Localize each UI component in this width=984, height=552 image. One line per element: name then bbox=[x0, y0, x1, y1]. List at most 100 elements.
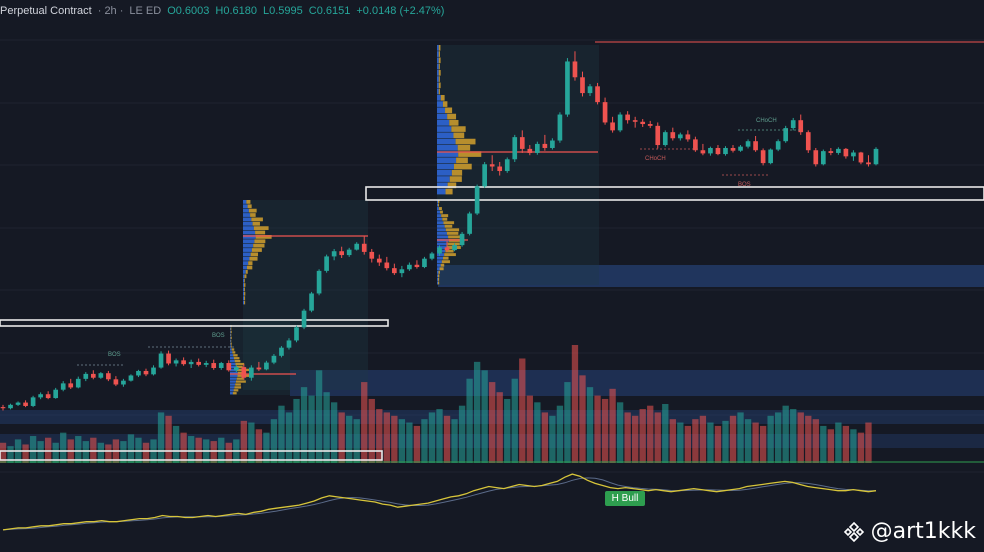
candle-body-114 bbox=[858, 152, 864, 163]
symbol-name[interactable]: Perpetual Contract bbox=[0, 5, 92, 17]
candle-body-52 bbox=[392, 268, 397, 274]
profile-1b-gold-15 bbox=[444, 253, 456, 257]
key-level-box-1 bbox=[365, 186, 984, 201]
candle-body-63 bbox=[474, 186, 480, 214]
profile-1b-gold-19 bbox=[439, 267, 444, 271]
volume-bar-74 bbox=[556, 405, 564, 463]
volume-bar-113 bbox=[850, 429, 857, 463]
interval-label[interactable]: · 2h · bbox=[97, 5, 124, 17]
profile-2-gold-11 bbox=[447, 113, 457, 120]
candle-body-108 bbox=[813, 150, 819, 165]
candle-body-23 bbox=[173, 360, 179, 364]
profile-2-gold-5 bbox=[438, 76, 440, 82]
volume-profiles bbox=[230, 45, 598, 395]
profile-1b-gold-16 bbox=[443, 256, 449, 260]
profile-2-blue-9 bbox=[437, 101, 443, 107]
candle-body-56 bbox=[422, 258, 427, 268]
candle-body-24 bbox=[181, 360, 186, 365]
profile-1b-blue-7 bbox=[437, 224, 445, 228]
candle-body-18 bbox=[136, 370, 141, 376]
watermark: @art1kkk bbox=[843, 519, 976, 544]
candle-body-103 bbox=[775, 141, 781, 150]
profile-3-blue-22 bbox=[230, 389, 234, 392]
volume-bar-22 bbox=[165, 415, 172, 463]
profile-1-blue-23 bbox=[243, 300, 245, 305]
volume-bar-39 bbox=[293, 398, 300, 463]
candle-body-33 bbox=[249, 367, 254, 378]
profile-2-blue-4 bbox=[437, 70, 439, 76]
candle-body-47 bbox=[354, 243, 360, 250]
candle-body-31 bbox=[233, 367, 239, 371]
low-value: L0.5995 bbox=[263, 5, 303, 17]
candle-body-26 bbox=[196, 361, 202, 365]
candle-body-30 bbox=[226, 363, 232, 371]
volume-bar-21 bbox=[157, 412, 165, 463]
candle-body-3 bbox=[23, 402, 28, 406]
key-level-box-2 bbox=[0, 319, 389, 327]
profile-2-gold-14 bbox=[453, 132, 465, 139]
profile-2-blue-1 bbox=[437, 51, 439, 57]
candle-body-101 bbox=[760, 150, 766, 164]
candle-body-7 bbox=[53, 389, 59, 399]
profile-2-gold-20 bbox=[451, 170, 463, 176]
volume-bar-44 bbox=[330, 402, 338, 463]
profile-1-blue-22 bbox=[243, 296, 245, 301]
candle-body-70 bbox=[527, 148, 533, 153]
bos-label-1: BOS bbox=[108, 352, 121, 358]
profile-2-gold-1 bbox=[438, 51, 440, 57]
volume-bar-104 bbox=[782, 405, 789, 463]
volume-bar-108 bbox=[812, 419, 819, 463]
volume-bar-59 bbox=[443, 415, 451, 463]
volume-bar-8 bbox=[60, 432, 67, 463]
profile-3-blue-4 bbox=[230, 336, 231, 339]
volume-bar-114 bbox=[857, 432, 865, 463]
profile-3-gold-18 bbox=[236, 377, 244, 380]
volume-bar-40 bbox=[300, 387, 308, 463]
profile-1b-blue-6 bbox=[437, 221, 444, 225]
profile-2-blue-18 bbox=[437, 157, 457, 164]
candle-body-36 bbox=[271, 355, 277, 363]
profile-1b-gold-2 bbox=[438, 207, 442, 211]
candlesticks[interactable] bbox=[0, 51, 879, 411]
volume-bar-101 bbox=[759, 425, 767, 463]
candle-body-25 bbox=[188, 361, 194, 365]
candle-body-49 bbox=[369, 251, 375, 259]
profile-1-gold-6 bbox=[253, 226, 269, 231]
profile-2-gold-15 bbox=[455, 138, 476, 145]
candle-body-41 bbox=[309, 293, 314, 311]
profile-2-blue-14 bbox=[437, 132, 454, 139]
candle-body-12 bbox=[90, 373, 96, 378]
oscillator-panel bbox=[0, 471, 984, 531]
candle-body-109 bbox=[820, 151, 826, 165]
volume-bar-32 bbox=[240, 420, 247, 463]
profile-1-gold-22 bbox=[244, 296, 246, 301]
key-level-box-3 bbox=[0, 450, 383, 461]
volume-bar-17 bbox=[127, 434, 135, 463]
profile-2-gold-9 bbox=[442, 101, 448, 107]
candle-body-92 bbox=[693, 139, 698, 151]
change-value: +0.0148 (+2.47%) bbox=[356, 5, 445, 17]
volume-bar-92 bbox=[692, 419, 699, 463]
profile-1b-blue-2 bbox=[437, 207, 439, 211]
profile-1-blue-19 bbox=[243, 283, 245, 287]
volume-bar-58 bbox=[436, 409, 443, 463]
binance-logo-icon bbox=[843, 521, 864, 542]
volume-bar-0 bbox=[0, 442, 7, 463]
candle-body-96 bbox=[723, 147, 728, 155]
candle-body-104 bbox=[783, 128, 789, 142]
profile-1-gold-12 bbox=[250, 252, 259, 257]
candle-body-55 bbox=[414, 264, 420, 268]
oscillator-signal-line bbox=[2, 477, 876, 531]
profile-2-blue-19 bbox=[437, 163, 454, 170]
profile-1-gold-9 bbox=[254, 239, 266, 244]
profile-2-blue-15 bbox=[437, 138, 456, 145]
candle-body-46 bbox=[346, 249, 352, 256]
candle-body-66 bbox=[497, 166, 503, 172]
profile-1b-blue-16 bbox=[437, 256, 444, 260]
volume-bar-115 bbox=[865, 422, 872, 463]
candle-body-22 bbox=[166, 353, 171, 364]
profile-1-blue-4 bbox=[243, 217, 252, 222]
profile-3-gold-10 bbox=[233, 354, 238, 357]
profile-3-gold-3 bbox=[230, 333, 232, 337]
